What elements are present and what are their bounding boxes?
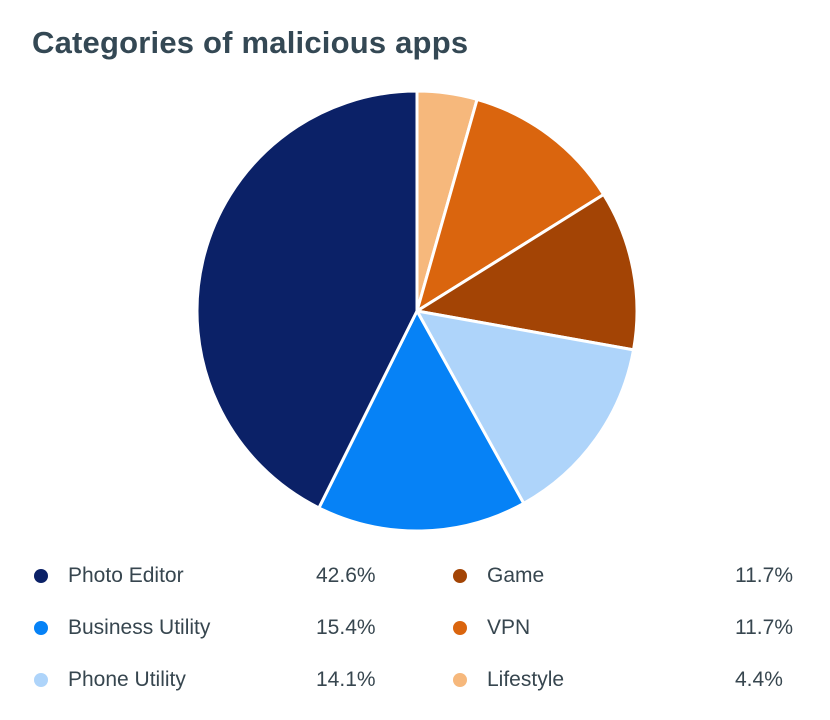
legend-swatch-lifestyle-icon — [453, 673, 467, 687]
legend-item-game: Game 11.7% — [453, 557, 793, 595]
legend-swatch-photo-editor-icon — [34, 569, 48, 583]
legend-value-game: 11.7% — [735, 564, 793, 587]
pie-chart — [195, 89, 639, 533]
legend: Photo Editor 42.6% Business Utility 15.4… — [0, 557, 830, 707]
legend-item-vpn: VPN 11.7% — [453, 609, 793, 647]
legend-swatch-business-utility-icon — [34, 621, 48, 635]
chart-title: Categories of malicious apps — [32, 25, 469, 60]
legend-label-phone-utility: Phone Utility — [68, 668, 186, 691]
legend-item-photo-editor: Photo Editor 42.6% — [34, 557, 376, 595]
pie-slice-game — [415, 192, 639, 352]
pie-slice-photo-editor — [195, 89, 419, 510]
legend-swatch-vpn-icon — [453, 621, 467, 635]
legend-item-business-utility: Business Utility 15.4% — [34, 609, 376, 647]
legend-column-left: Photo Editor 42.6% Business Utility 15.4… — [34, 557, 376, 699]
legend-value-business-utility: 15.4% — [316, 616, 376, 639]
legend-swatch-game-icon — [453, 569, 467, 583]
legend-label-game: Game — [487, 564, 545, 587]
legend-value-vpn: 11.7% — [735, 616, 793, 639]
legend-label-photo-editor: Photo Editor — [68, 564, 184, 587]
legend-value-lifestyle: 4.4% — [735, 668, 783, 691]
legend-label-vpn: VPN — [487, 616, 531, 639]
legend-label-lifestyle: Lifestyle — [487, 668, 565, 691]
pie-slice-business-utility — [317, 309, 526, 533]
legend-item-lifestyle: Lifestyle 4.4% — [453, 661, 793, 699]
legend-label-business-utility: Business Utility — [68, 616, 211, 639]
legend-swatch-phone-utility-icon — [34, 673, 48, 687]
pie-slice-phone-utility — [415, 309, 636, 505]
legend-value-phone-utility: 14.1% — [316, 668, 376, 691]
legend-value-photo-editor: 42.6% — [316, 564, 376, 587]
legend-item-phone-utility: Phone Utility 14.1% — [34, 661, 376, 699]
pie-slice-vpn — [415, 97, 606, 313]
legend-column-right: Game 11.7% VPN 11.7% Lifestyle 4.4% — [453, 557, 793, 699]
